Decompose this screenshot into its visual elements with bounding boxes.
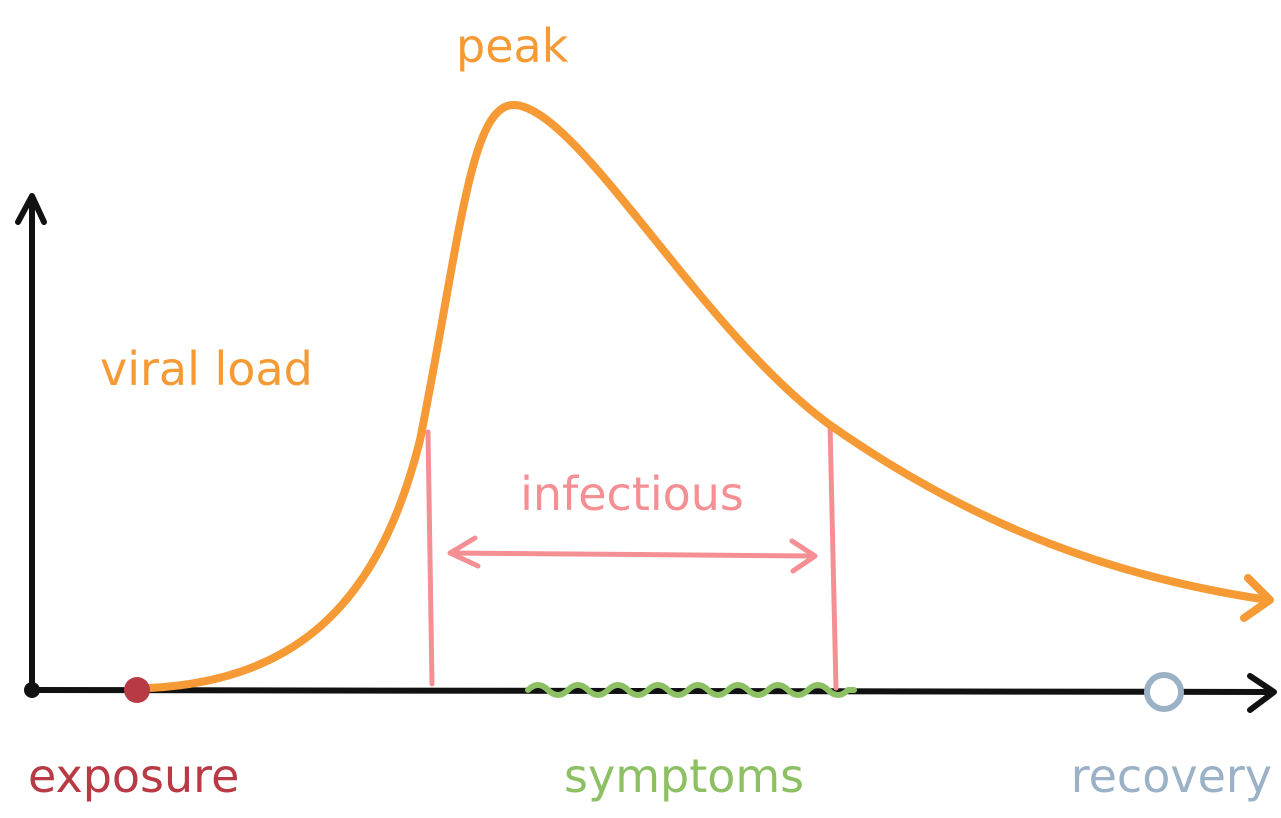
origin-dot [24,682,40,698]
viral-load-label: viral load [100,342,313,396]
symptoms-line [525,682,857,698]
recovery-marker [1144,672,1184,712]
viral-load-curve [146,100,1272,692]
infectious-end-line [827,421,839,691]
recovery-label: recovery [1071,749,1272,803]
peak-label: peak [456,19,569,73]
exposure-label: exposure [28,749,239,803]
infectious-start-line [425,429,435,687]
y-axis [15,193,47,693]
x-axis [29,673,1277,713]
infectious-arrow [447,535,818,574]
exposure-marker [124,677,150,703]
infectious-label: infectious [520,467,744,521]
symptoms-label: symptoms [564,749,804,803]
curve-arrowhead [1240,574,1274,622]
